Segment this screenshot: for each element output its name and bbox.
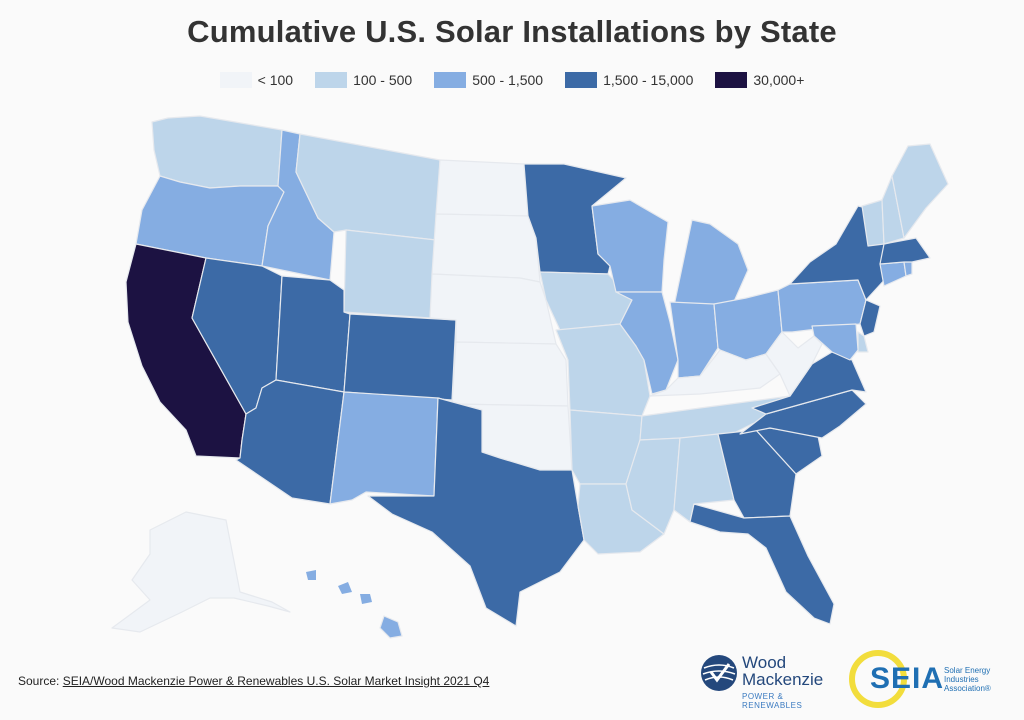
state-tx[interactable] (367, 397, 585, 627)
state-md[interactable] (811, 323, 859, 361)
legend-item-3: 1,500 - 15,000 (565, 72, 693, 88)
state-sd[interactable] (431, 213, 541, 283)
legend-swatch-3 (565, 72, 598, 88)
state-ct[interactable] (879, 261, 907, 287)
state-ks[interactable] (451, 341, 569, 407)
legend-label-2: 500 - 1,500 (472, 72, 544, 88)
source-note: Source: SEIA/Wood Mackenzie Power & Rene… (18, 674, 489, 688)
state-ak[interactable] (111, 511, 291, 633)
wood-mackenzie-globe-icon (701, 655, 737, 691)
seia-logo: SEIA Solar Energy Industries Association… (848, 646, 1008, 712)
state-nd[interactable] (435, 159, 529, 217)
state-ut[interactable] (275, 275, 351, 393)
legend-swatch-1 (315, 72, 348, 88)
state-ma[interactable] (879, 237, 931, 265)
legend-swatch-2 (434, 72, 467, 88)
state-wy[interactable] (343, 229, 437, 319)
legend-item-0: < 100 (219, 72, 294, 88)
legend-item-1: 100 - 500 (315, 72, 412, 88)
legend-swatch-0 (219, 72, 252, 88)
state-ky[interactable] (649, 349, 781, 397)
seia-sun-icon (849, 650, 907, 708)
state-wv[interactable] (765, 331, 823, 397)
wood-mackenzie-line1: Wood (742, 653, 787, 672)
source-link[interactable]: SEIA/Wood Mackenzie Power & Renewables U… (62, 674, 490, 688)
wood-mackenzie-subtitle: POWER & RENEWABLES (742, 692, 803, 710)
state-wa[interactable] (151, 115, 283, 189)
legend-label-0: < 100 (257, 72, 294, 88)
state-fl[interactable] (689, 503, 835, 625)
state-hi-island-2 (338, 582, 352, 594)
seia-subtitle: Solar Energy Industries Association® (944, 666, 991, 693)
state-mi[interactable] (673, 219, 749, 307)
hawaii-small-islands (306, 570, 372, 604)
wood-mackenzie-line2: Mackenzie (742, 670, 824, 689)
state-hi-island-1 (306, 570, 316, 580)
state-hi[interactable] (379, 615, 403, 639)
legend-label-1: 100 - 500 (353, 72, 413, 88)
state-hi-island-3 (360, 594, 372, 604)
state-il[interactable] (615, 291, 679, 395)
legend-item-2: 500 - 1,500 (434, 72, 543, 88)
wood-mackenzie-wordmark: Wood Mackenzie (742, 654, 823, 688)
legend: < 100 100 - 500 500 - 1,500 1,500 - 15,0… (0, 72, 1024, 88)
map-title: Cumulative U.S. Solar Installations by S… (187, 14, 837, 49)
wood-mackenzie-logo: Wood Mackenzie POWER & RENEWABLES (700, 650, 840, 710)
legend-item-4: 30,000+ (715, 72, 804, 88)
state-me[interactable] (891, 143, 949, 239)
state-nm[interactable] (329, 391, 439, 505)
legend-swatch-4 (715, 72, 748, 88)
state-ri[interactable] (903, 261, 913, 277)
source-prefix: Source: (18, 674, 63, 688)
legend-label-4: 30,000+ (753, 72, 805, 88)
state-co[interactable] (343, 313, 457, 401)
legend-label-3: 1,500 - 15,000 (603, 72, 694, 88)
state-nj[interactable] (859, 299, 881, 337)
seia-wordmark: SEIA (870, 662, 945, 695)
